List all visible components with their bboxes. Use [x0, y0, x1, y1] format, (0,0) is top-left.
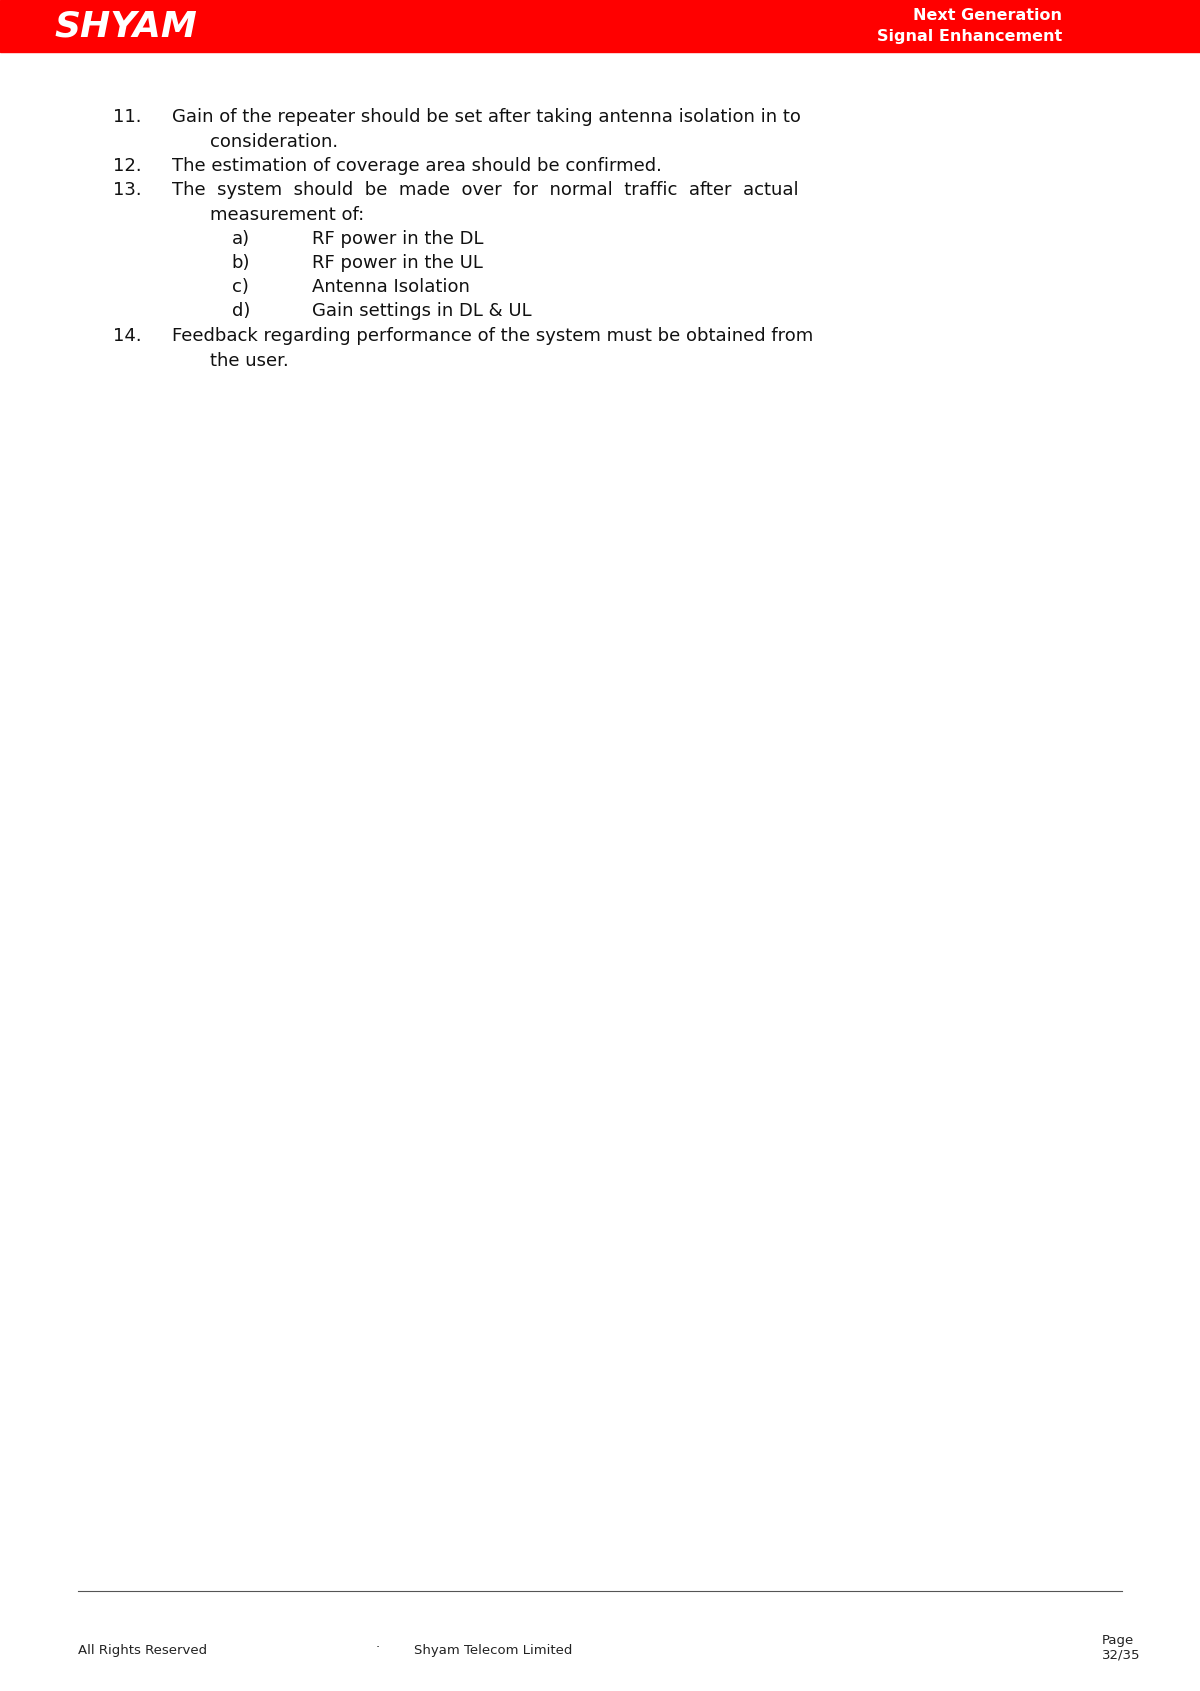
Text: Antenna Isolation: Antenna Isolation: [312, 277, 470, 296]
Text: Gain settings in DL & UL: Gain settings in DL & UL: [312, 303, 532, 320]
Text: SHYAM: SHYAM: [54, 8, 198, 44]
Text: 11.: 11.: [113, 108, 142, 127]
Text: Feedback regarding performance of the system must be obtained from: Feedback regarding performance of the sy…: [172, 326, 812, 345]
Bar: [0, 0, 1200, 52]
Text: RF power in the UL: RF power in the UL: [312, 254, 482, 272]
Text: 14.: 14.: [113, 326, 142, 345]
Text: Next Generation
Signal Enhancement: Next Generation Signal Enhancement: [877, 8, 1062, 44]
Text: The estimation of coverage area should be confirmed.: The estimation of coverage area should b…: [172, 157, 661, 174]
Text: a): a): [232, 230, 250, 249]
Text: RF power in the DL: RF power in the DL: [312, 230, 484, 249]
Text: d): d): [232, 303, 250, 320]
Text: 12.: 12.: [113, 157, 142, 174]
Text: Gain of the repeater should be set after taking antenna isolation in to: Gain of the repeater should be set after…: [172, 108, 800, 127]
Text: c): c): [232, 277, 248, 296]
Text: .: .: [376, 1637, 380, 1650]
Text: b): b): [232, 254, 250, 272]
Text: the user.: the user.: [210, 352, 289, 370]
Text: 32/35: 32/35: [1102, 1649, 1140, 1662]
Text: Page: Page: [1102, 1634, 1134, 1647]
Text: All Rights Reserved: All Rights Reserved: [78, 1644, 208, 1657]
Text: consideration.: consideration.: [210, 134, 338, 150]
Text: The  system  should  be  made  over  for  normal  traffic  after  actual: The system should be made over for norma…: [172, 181, 798, 200]
Text: measurement of:: measurement of:: [210, 206, 365, 223]
Text: 13.: 13.: [113, 181, 142, 200]
Text: Shyam Telecom Limited: Shyam Telecom Limited: [414, 1644, 572, 1657]
